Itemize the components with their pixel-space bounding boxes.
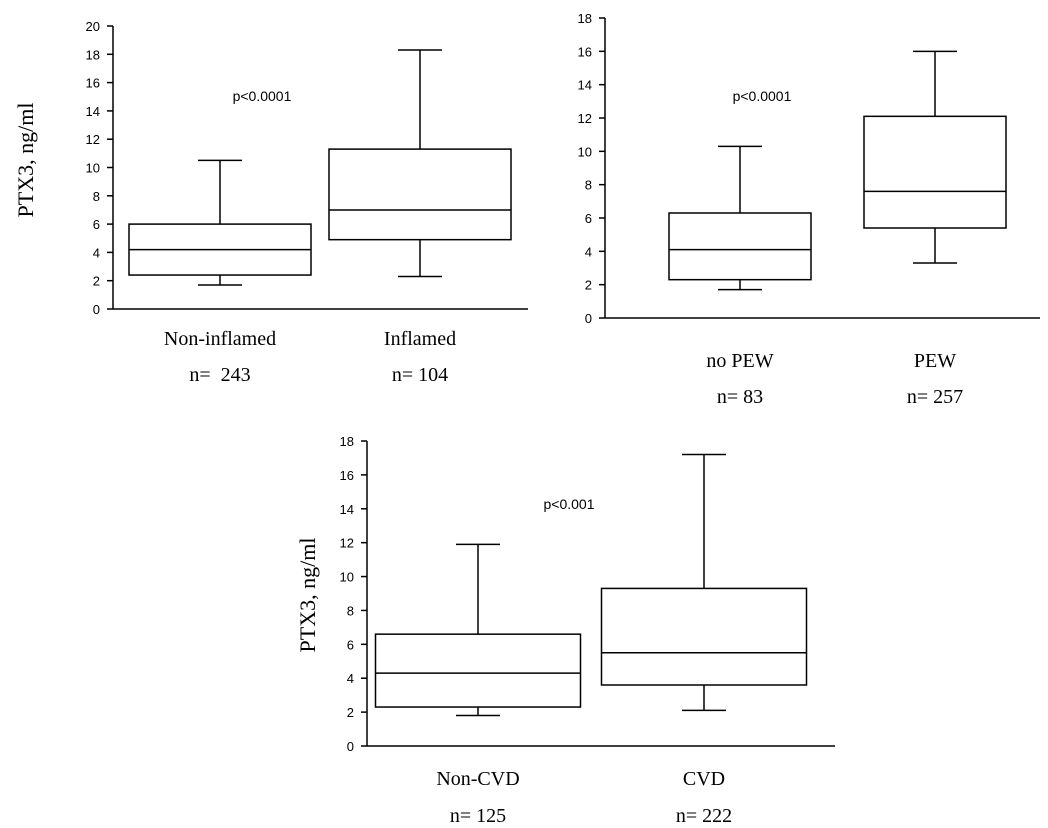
sample-size-label: n= 83 <box>717 386 763 408</box>
iqr-box <box>668 212 812 281</box>
y-tick-label: 6 <box>347 637 354 652</box>
y-tick-label: 16 <box>340 468 354 483</box>
y-tick-label: 18 <box>578 11 592 26</box>
y-tick-label: 14 <box>340 502 354 517</box>
category-label: CVD <box>683 768 725 790</box>
p-value-annotation: p<0.0001 <box>733 88 792 104</box>
y-tick-label: 10 <box>578 144 592 159</box>
box-pew <box>863 50 1007 264</box>
y-tick-label: 18 <box>86 47 100 62</box>
panel-2: 0 2 4 6 8 10 12 14 16 18 p<0.0001 no PEW n= 83 PEW n= … <box>578 11 1040 408</box>
y-tick-label: 16 <box>578 44 592 59</box>
sample-size-label: n= 243 <box>189 364 250 386</box>
y-tick-label: 2 <box>585 278 592 293</box>
category-label: PEW <box>914 350 956 372</box>
y-tick-label: 2 <box>347 705 354 720</box>
box-non-cvd <box>374 543 582 717</box>
category-label: Non-inflamed <box>164 328 276 350</box>
y-tick-label: 0 <box>93 302 100 317</box>
y-tick-label: 12 <box>340 536 354 551</box>
box-no-pew <box>668 145 812 291</box>
category-label: Non-CVD <box>436 768 519 790</box>
y-tick-label: 16 <box>86 76 100 91</box>
y-tick-label: 8 <box>585 178 592 193</box>
y-tick-label: 10 <box>86 161 100 176</box>
y-tick-label: 12 <box>86 132 100 147</box>
box-inflamed <box>328 49 512 278</box>
y-tick-label: 18 <box>340 434 354 449</box>
iqr-box <box>374 633 582 708</box>
y-tick-label: 20 <box>86 19 100 34</box>
panel-1: 0 2 4 6 8 10 12 14 16 18 20 PTX3, ng/ml p<0.0001 Non-… <box>13 19 528 386</box>
y-axis-label: PTX3, ng/ml <box>13 103 38 218</box>
y-tick-label: 12 <box>578 111 592 126</box>
y-tick-label: 14 <box>86 104 100 119</box>
y-tick-label: 8 <box>347 603 354 618</box>
y-tick-label: 0 <box>585 311 592 326</box>
sample-size-label: n= 104 <box>392 364 448 386</box>
iqr-box <box>863 115 1007 229</box>
y-tick-label: 6 <box>93 217 100 232</box>
box-non-inflamed <box>128 159 312 286</box>
category-label: no PEW <box>706 350 773 372</box>
sample-size-label: n= 125 <box>450 805 506 827</box>
panel-3: 0 2 4 6 8 10 12 14 16 18 PTX3, ng/ml p<0.001 Non-CVD… <box>295 434 835 827</box>
y-tick-label: 6 <box>585 211 592 226</box>
y-tick-label: 10 <box>340 570 354 585</box>
category-label: Inflamed <box>384 328 456 350</box>
y-tick-label: 4 <box>93 245 100 260</box>
sample-size-label: n= 257 <box>907 386 963 408</box>
iqr-box <box>328 148 512 241</box>
sample-size-label: n= 222 <box>676 805 732 827</box>
y-tick-label: 14 <box>578 78 592 93</box>
y-tick-label: 4 <box>585 244 592 259</box>
p-value-annotation: p<0.001 <box>544 496 595 512</box>
y-tick-label: 2 <box>93 274 100 289</box>
y-tick-label: 8 <box>93 189 100 204</box>
p-value-annotation: p<0.0001 <box>233 88 292 104</box>
y-axis-label: PTX3, ng/ml <box>295 538 320 653</box>
box-cvd <box>600 453 808 712</box>
y-tick-label: 4 <box>347 671 354 686</box>
iqr-box <box>600 587 808 686</box>
y-tick-label: 0 <box>347 739 354 754</box>
